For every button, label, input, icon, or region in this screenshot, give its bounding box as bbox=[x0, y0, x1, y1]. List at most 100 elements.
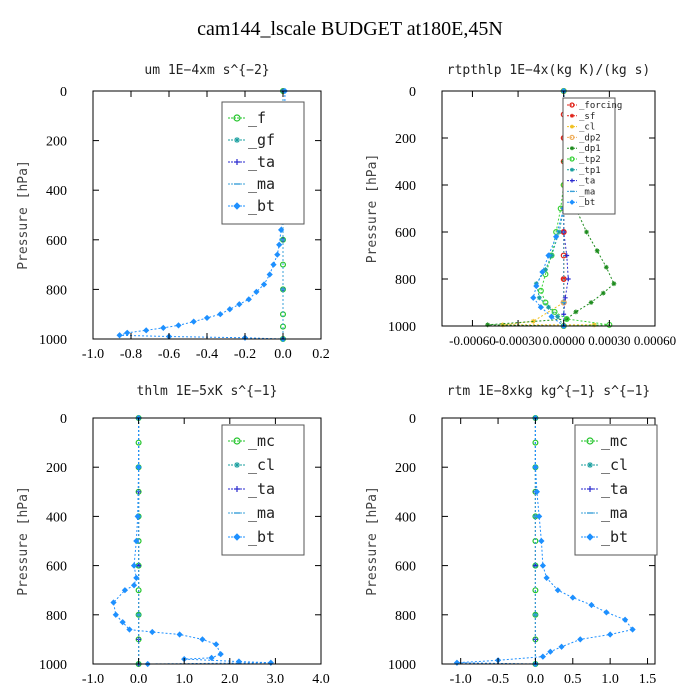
data-point_bt bbox=[134, 513, 141, 520]
legend-box bbox=[574, 424, 658, 556]
data-point_tp2 bbox=[551, 308, 558, 315]
data-point_bt bbox=[133, 574, 140, 582]
legend: _forcing_sf_cl_dp2_dp1_tp2_tp1_ta_ma_bt bbox=[562, 97, 622, 215]
data-point_bt bbox=[126, 626, 133, 633]
y-tick-label: 1000 bbox=[388, 658, 416, 673]
data-point_bt bbox=[537, 304, 544, 311]
y-tick-label: 800 bbox=[395, 609, 416, 624]
data-point_dp1 bbox=[485, 322, 491, 328]
y-tick-label: 600 bbox=[395, 226, 416, 241]
legend-label: _ta bbox=[579, 177, 595, 187]
data-point_bt bbox=[539, 562, 547, 569]
legend-marker_dp2 bbox=[569, 134, 575, 140]
legend-label: _bt bbox=[601, 528, 628, 546]
legend-label: _gf bbox=[248, 131, 275, 149]
y-tick-label: 200 bbox=[395, 461, 416, 476]
legend-label: _bt bbox=[248, 197, 275, 215]
data-point_bt bbox=[203, 314, 211, 322]
legend-marker_ta bbox=[570, 178, 574, 183]
y-tick-label: 1000 bbox=[388, 320, 416, 335]
data-point_bt bbox=[276, 241, 283, 248]
x-tick-label: 0.00030 bbox=[588, 333, 630, 348]
data-point_bt bbox=[536, 513, 543, 520]
y-tick-label: 600 bbox=[46, 234, 67, 249]
legend-marker_sf bbox=[570, 113, 574, 118]
legend-marker_ta bbox=[234, 159, 240, 165]
data-point_bt bbox=[533, 282, 540, 290]
series-group bbox=[110, 414, 274, 668]
panel-1: um 1E−4xm s^{−2} Pressure [hPa] -1.0 -0.8 -0… bbox=[16, 63, 330, 362]
data-point_bt bbox=[260, 281, 268, 288]
x-tick-label: 1.5 bbox=[639, 672, 657, 687]
data-point_bt bbox=[116, 332, 123, 339]
data-point_bt bbox=[569, 594, 576, 601]
y-tick-label: 1000 bbox=[39, 658, 67, 673]
legend-label: _ma bbox=[248, 504, 275, 522]
legend-marker_cl bbox=[587, 462, 593, 468]
legend-marker_tp1 bbox=[570, 167, 574, 172]
data-point_tp2 bbox=[563, 315, 570, 322]
x-tick-label: -1.0 bbox=[450, 672, 472, 687]
data-point_bt bbox=[121, 587, 129, 594]
legend-box bbox=[221, 424, 305, 556]
x-tick-label: 4.0 bbox=[312, 672, 330, 687]
data-point_bt bbox=[176, 631, 183, 638]
data-point_bt bbox=[539, 653, 547, 660]
y-axis-label: Pressure [hPa] bbox=[365, 154, 380, 264]
legend-marker_f bbox=[233, 114, 241, 122]
data-point_bt bbox=[135, 464, 142, 471]
data-point_ta bbox=[565, 276, 571, 282]
data-point_bt bbox=[588, 601, 595, 609]
x-tick-label: 1.0 bbox=[601, 672, 619, 687]
y-tick-label: 200 bbox=[395, 132, 416, 147]
panel-3: thlm 1E−5xK s^{−1} Pressure [hPa] -1.0 0.0 1… bbox=[16, 384, 330, 687]
data-point_bt bbox=[621, 616, 629, 623]
legend-label: _ma bbox=[579, 187, 595, 197]
y-axis-label: Pressure [hPa] bbox=[365, 486, 380, 596]
data-point_dp1 bbox=[584, 229, 589, 235]
y-tick-label: 0 bbox=[60, 85, 67, 100]
legend-label: _tp1 bbox=[579, 166, 601, 176]
y-tick-label: 400 bbox=[395, 510, 416, 525]
data-point_tp1 bbox=[543, 267, 548, 272]
panel-title: rtm 1E−8xkg kg^{−1} s^{−1} bbox=[447, 384, 651, 399]
x-tick-label: 0.0 bbox=[130, 672, 148, 687]
legend-label: _ta bbox=[248, 480, 275, 498]
data-point_bt bbox=[607, 631, 614, 638]
series-line_bt bbox=[532, 91, 565, 327]
legend-label: _f bbox=[248, 109, 266, 127]
data-point_mc bbox=[532, 439, 539, 446]
data-point_bt bbox=[130, 562, 138, 569]
legend-marker_ta bbox=[587, 486, 593, 492]
data-point_bt bbox=[538, 537, 545, 545]
data-point_bt bbox=[199, 636, 206, 643]
y-tick-label: 400 bbox=[46, 184, 67, 199]
data-point_bt bbox=[217, 651, 224, 658]
plot-frame bbox=[441, 90, 656, 327]
data-point_tp1 bbox=[555, 314, 561, 319]
y-tick-label: 800 bbox=[395, 273, 416, 288]
data-point_bt bbox=[112, 611, 119, 618]
data-point_bt bbox=[110, 599, 117, 606]
data-point_bt bbox=[554, 587, 561, 594]
x-tick-label: -1.0 bbox=[82, 347, 104, 362]
legend-marker_bt bbox=[586, 533, 594, 541]
y-axis-label: Pressure [hPa] bbox=[16, 160, 31, 270]
legend: _f _gf _ta _ma _bt bbox=[221, 101, 305, 225]
data-point_bt bbox=[124, 329, 131, 336]
x-tick-label: 0.00060 bbox=[634, 333, 676, 348]
y-tick-label: 0 bbox=[409, 85, 416, 100]
x-tick-label: -0.8 bbox=[120, 347, 142, 362]
legend-marker_mc bbox=[586, 437, 594, 445]
data-point_bt bbox=[603, 609, 610, 616]
legend-label: _cl bbox=[601, 456, 628, 474]
data-point_bt bbox=[553, 233, 560, 240]
data-point_tp1 bbox=[536, 295, 542, 301]
panel-2: rtpthlp 1E−4x(kg K)/(kg s) Pressure [hPa]… bbox=[365, 63, 676, 348]
legend-marker_forcing bbox=[569, 102, 575, 108]
data-point_ta bbox=[562, 295, 568, 301]
x-tick-label: -0.2 bbox=[234, 347, 256, 362]
data-point_bt bbox=[274, 251, 281, 258]
data-point_bt bbox=[577, 636, 584, 643]
